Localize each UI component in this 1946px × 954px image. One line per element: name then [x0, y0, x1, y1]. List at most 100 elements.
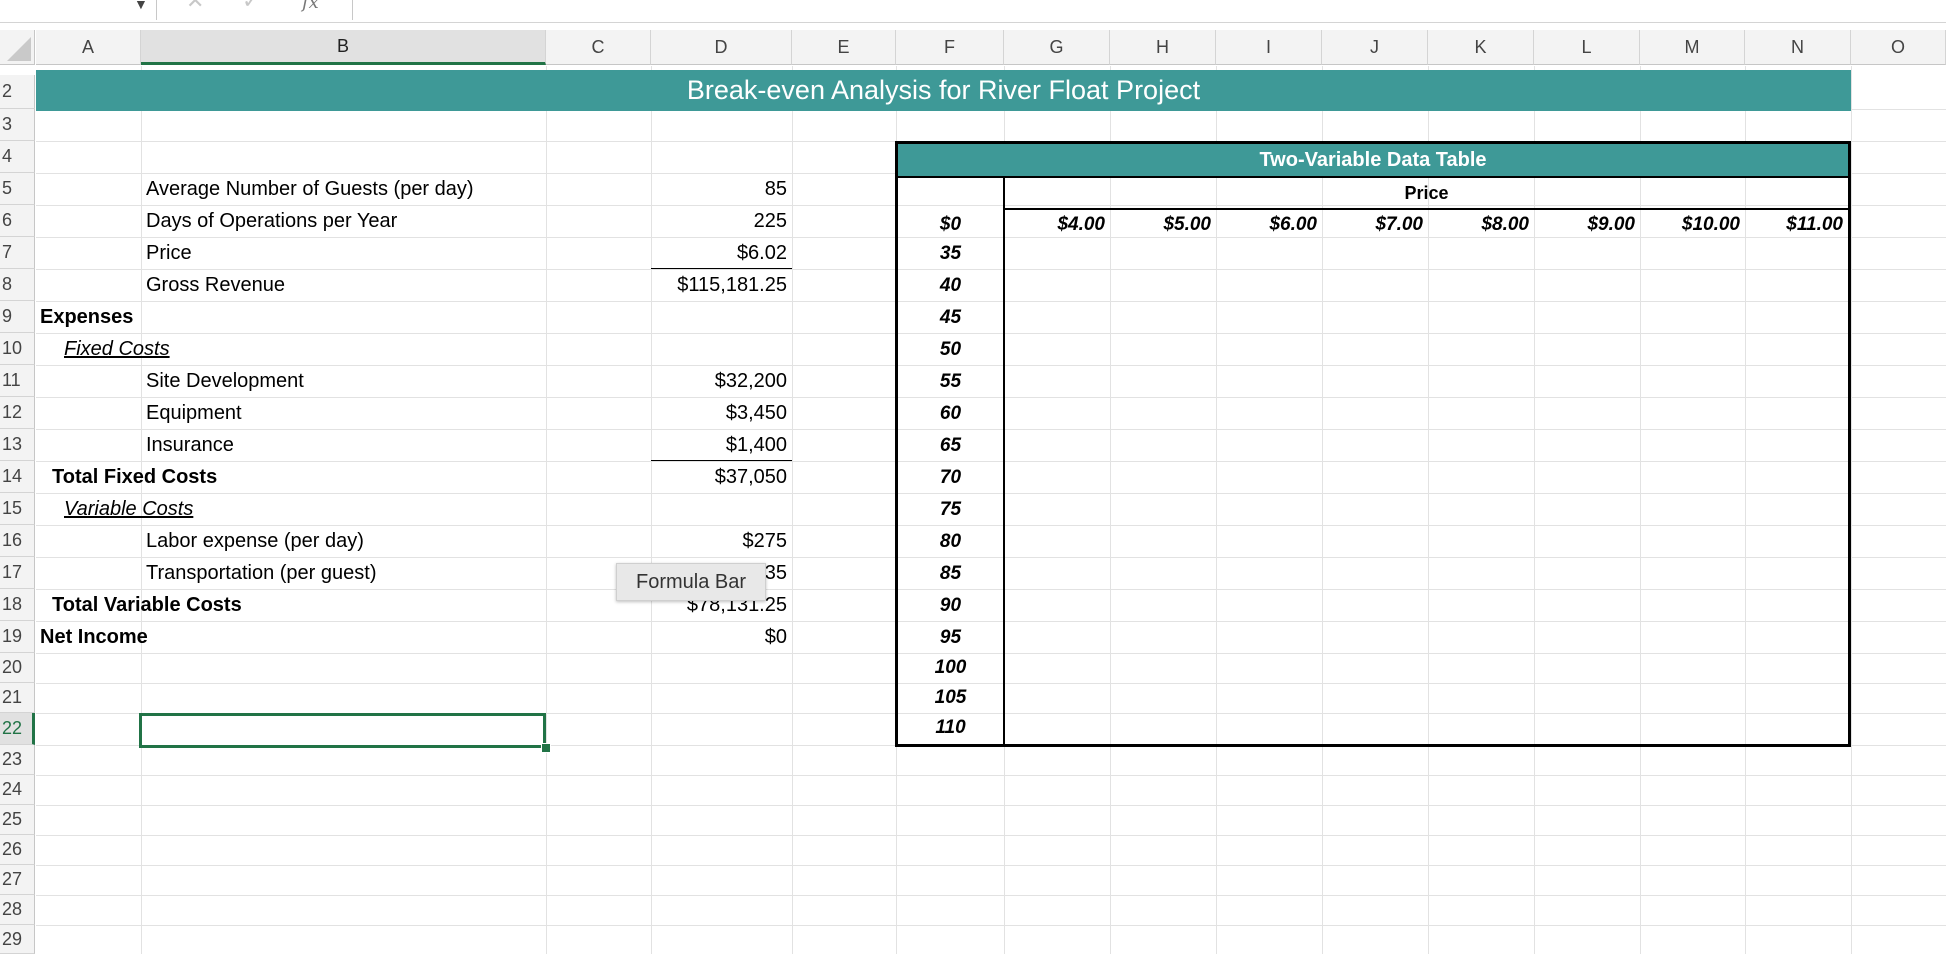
data-table-price[interactable]: $6.00 — [1269, 213, 1317, 235]
column-header-o[interactable]: O — [1851, 30, 1946, 65]
active-cell-b22[interactable] — [139, 713, 546, 748]
row-header-12[interactable]: 12 — [0, 397, 35, 429]
column-header-g[interactable]: G — [1004, 30, 1110, 65]
insurance-value[interactable]: $1,400 — [725, 434, 787, 456]
insurance-label[interactable]: Insurance — [146, 434, 234, 456]
row-header-3[interactable]: 3 — [0, 109, 35, 141]
column-header-j[interactable]: J — [1322, 30, 1428, 65]
row-header-14[interactable]: 14 — [0, 461, 35, 493]
row-header-21[interactable]: 21 — [0, 683, 35, 713]
row-header-10[interactable]: 10 — [0, 333, 35, 365]
column-header-k[interactable]: K — [1428, 30, 1534, 65]
page-title[interactable]: Break-even Analysis for River Float Proj… — [36, 70, 1851, 111]
row-header-4[interactable]: 4 — [0, 141, 35, 173]
row-header-24[interactable]: 24 — [0, 775, 35, 805]
column-header-l[interactable]: L — [1534, 30, 1640, 65]
days-value[interactable]: 225 — [753, 210, 787, 232]
column-header-e[interactable]: E — [792, 30, 896, 65]
chevron-down-icon[interactable]: ▼ — [134, 0, 148, 12]
data-table-guests[interactable]: 35 — [939, 242, 962, 264]
price-label[interactable]: Price — [146, 242, 192, 264]
data-table-guests[interactable]: 85 — [939, 562, 962, 584]
row-header-29[interactable]: 29 — [0, 925, 35, 954]
data-table-guests[interactable]: 50 — [939, 338, 962, 360]
row-header-20[interactable]: 20 — [0, 653, 35, 683]
row-header-11[interactable]: 11 — [0, 365, 35, 397]
data-table-guests[interactable]: 110 — [935, 717, 966, 738]
guests-value[interactable]: 85 — [764, 178, 787, 200]
net-income-label[interactable]: Net Income — [40, 626, 148, 648]
row-header-22[interactable]: 22 — [0, 713, 35, 745]
equipment-label[interactable]: Equipment — [146, 402, 242, 424]
data-table-price[interactable]: $8.00 — [1481, 213, 1529, 235]
data-table-guests[interactable]: 70 — [939, 466, 962, 488]
data-table-guests[interactable]: 100 — [934, 657, 967, 678]
data-table-price[interactable]: $9.00 — [1587, 213, 1635, 235]
data-table-price[interactable]: $10.00 — [1681, 213, 1740, 235]
row-header-28[interactable]: 28 — [0, 895, 35, 925]
data-table-price-header[interactable]: Price — [1404, 182, 1449, 203]
data-table-guests[interactable]: 95 — [939, 626, 962, 648]
column-header-n[interactable]: N — [1745, 30, 1851, 65]
row-header-7[interactable]: 7 — [0, 237, 35, 269]
site-label[interactable]: Site Development — [146, 370, 304, 392]
transport-label[interactable]: Transportation (per guest) — [146, 562, 377, 584]
labor-value[interactable]: $275 — [742, 530, 788, 552]
data-table-price[interactable]: $4.00 — [1057, 213, 1105, 235]
row-header-18[interactable]: 18 — [0, 589, 35, 621]
data-table-guests[interactable]: 55 — [939, 370, 962, 392]
guests-label[interactable]: Average Number of Guests (per day) — [146, 178, 474, 200]
data-table-guests[interactable]: 90 — [939, 594, 962, 616]
labor-label[interactable]: Labor expense (per day) — [146, 530, 364, 552]
total-variable-label[interactable]: Total Variable Costs — [52, 594, 242, 616]
column-header-i[interactable]: I — [1216, 30, 1322, 65]
total-fixed-label[interactable]: Total Fixed Costs — [52, 466, 218, 488]
total-fixed-value[interactable]: $37,050 — [714, 466, 787, 488]
transport-value[interactable]: 35 — [764, 562, 787, 584]
row-header-17[interactable]: 17 — [0, 557, 35, 589]
revenue-label[interactable]: Gross Revenue — [146, 274, 285, 296]
fx-icon[interactable]: fx — [302, 0, 319, 13]
row-header-27[interactable]: 27 — [0, 865, 35, 895]
days-label[interactable]: Days of Operations per Year — [146, 210, 398, 232]
row-header-26[interactable]: 26 — [0, 835, 35, 865]
data-table-formula-cell[interactable]: $0 — [939, 213, 962, 235]
row-header-23[interactable]: 23 — [0, 745, 35, 775]
data-table-price[interactable]: $7.00 — [1375, 213, 1423, 235]
data-table-guests[interactable]: 60 — [939, 402, 962, 424]
row-header-5[interactable]: 5 — [0, 173, 35, 205]
data-table-guests[interactable]: 40 — [939, 274, 962, 296]
data-table-price[interactable]: $5.00 — [1163, 213, 1211, 235]
net-income-value[interactable]: $0 — [764, 626, 787, 648]
data-table-guests[interactable]: 105 — [934, 687, 967, 708]
row-header-19[interactable]: 19 — [0, 621, 35, 653]
price-value[interactable]: $6.02 — [736, 242, 787, 264]
column-header-a[interactable]: A — [36, 30, 141, 65]
data-table-guests[interactable]: 45 — [939, 306, 962, 328]
column-header-m[interactable]: M — [1640, 30, 1745, 65]
column-header-b[interactable]: B — [141, 30, 546, 65]
column-header-f[interactable]: F — [896, 30, 1004, 65]
row-header-15[interactable]: 15 — [0, 493, 35, 525]
data-table-price[interactable]: $11.00 — [1786, 213, 1843, 235]
data-table-title[interactable]: Two-Variable Data Table — [898, 144, 1848, 176]
row-header-8[interactable]: 8 — [0, 269, 35, 301]
equipment-value[interactable]: $3,450 — [725, 402, 787, 424]
cancel-icon[interactable]: ✕ — [186, 0, 205, 13]
row-header-6[interactable]: 6 — [0, 205, 35, 237]
fixed-costs-label[interactable]: Fixed Costs — [64, 338, 170, 360]
column-header-c[interactable]: C — [546, 30, 651, 65]
data-table-guests[interactable]: 75 — [939, 498, 962, 520]
name-box[interactable]: ▼ — [0, 0, 157, 20]
data-table-guests[interactable]: 65 — [939, 434, 962, 456]
column-header-d[interactable]: D — [651, 30, 792, 65]
row-header-13[interactable]: 13 — [0, 429, 35, 461]
row-header-16[interactable]: 16 — [0, 525, 35, 557]
select-all-corner[interactable] — [0, 30, 35, 65]
column-header-h[interactable]: H — [1110, 30, 1216, 65]
check-icon[interactable]: ✓ — [242, 0, 261, 13]
data-table-guests[interactable]: 80 — [939, 530, 962, 552]
row-header-9[interactable]: 9 — [0, 301, 35, 333]
row-header-25[interactable]: 25 — [0, 805, 35, 835]
revenue-value[interactable]: $115,181.25 — [677, 274, 787, 296]
